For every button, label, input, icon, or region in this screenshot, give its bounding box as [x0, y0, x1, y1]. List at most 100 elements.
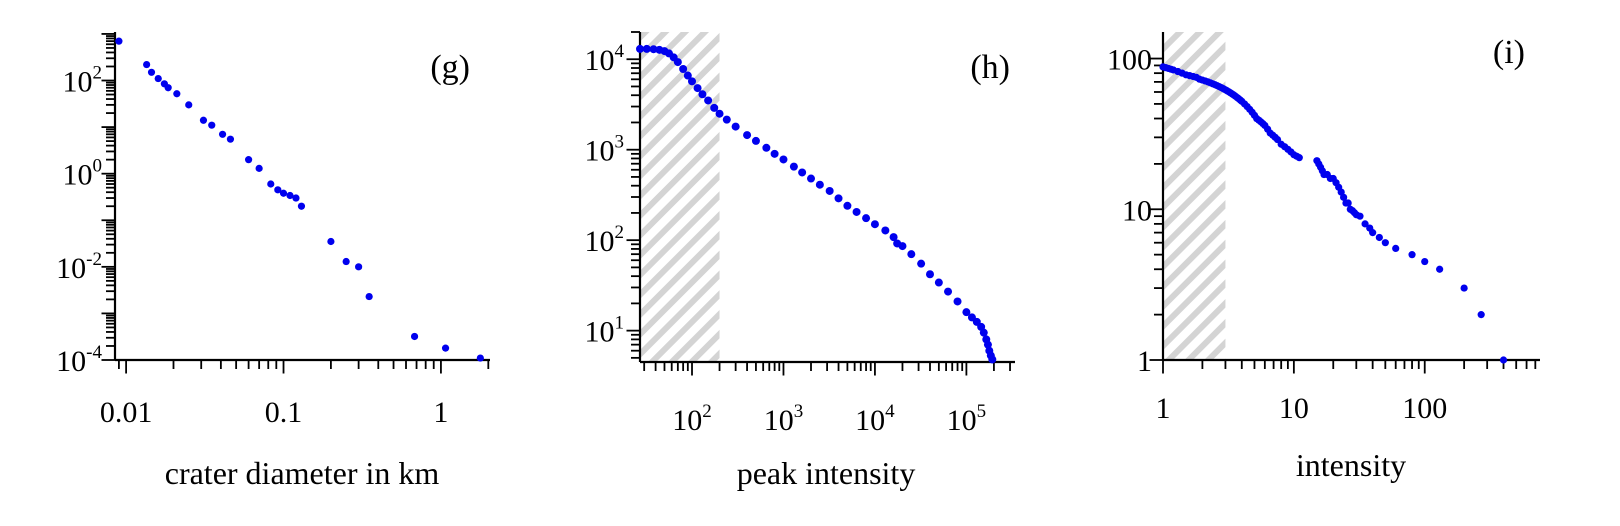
axes: 102 103 104 105 104 103 102 101	[585, 31, 1015, 437]
data-point	[843, 201, 852, 210]
y-tick-label: 10-2	[56, 249, 102, 285]
data-point	[683, 71, 692, 80]
y-tick-label: 100	[63, 156, 103, 192]
data-point	[715, 109, 724, 118]
data-point	[173, 90, 181, 98]
panel-label-i: (i)	[1493, 34, 1525, 71]
data-point	[327, 237, 335, 246]
data-point	[199, 116, 208, 124]
data-point	[688, 77, 697, 86]
data-point	[870, 220, 879, 229]
y-tick-label: 104	[585, 41, 625, 77]
data-point	[862, 214, 871, 223]
data-point	[147, 68, 156, 76]
panel-h: (h) peak intensity 102 103 104 105104103102…	[585, 31, 1015, 491]
data-point	[679, 64, 688, 73]
data-point	[789, 162, 798, 171]
data-point	[944, 287, 953, 296]
data-point	[649, 45, 658, 54]
y-tick-label: 103	[585, 132, 625, 168]
data-point	[1408, 251, 1416, 259]
data-point	[1344, 199, 1352, 207]
data-point	[286, 191, 294, 200]
x-tick-label: 1	[1156, 392, 1171, 425]
panel-label-h: (h)	[970, 49, 1010, 86]
data-point	[255, 164, 263, 172]
data-point	[962, 308, 971, 317]
data-point	[934, 278, 943, 287]
data-point	[834, 194, 843, 203]
data-point	[704, 96, 713, 105]
data-point	[164, 84, 172, 92]
data-point	[917, 259, 926, 268]
data-point	[244, 156, 253, 164]
data-point	[642, 44, 651, 53]
y-tick-label: 101	[585, 313, 625, 349]
data-point	[693, 84, 702, 93]
data-point	[751, 136, 760, 145]
data-point	[852, 207, 861, 216]
data-point	[1369, 229, 1377, 237]
data-point	[925, 270, 934, 279]
data-point	[722, 115, 731, 124]
data-point	[815, 180, 824, 189]
data-point	[226, 135, 235, 143]
x-tick-label: 105	[947, 401, 987, 437]
x-tick-label: 0.1	[265, 396, 303, 429]
data-point	[143, 60, 151, 69]
data-point	[355, 263, 363, 271]
x-axis-title-i: intensity	[1296, 447, 1406, 483]
panel-i: (i) intensity 1 10 100 100 10 1	[1107, 32, 1540, 483]
data-point	[342, 257, 350, 266]
data-point	[889, 233, 898, 242]
data-point	[798, 168, 807, 177]
data-point	[710, 103, 719, 112]
data-point	[1499, 356, 1508, 364]
data-point	[762, 143, 771, 152]
data-point	[743, 131, 752, 140]
data-point	[292, 194, 300, 202]
data-point	[154, 74, 162, 83]
data-points	[115, 37, 484, 362]
data-point	[267, 180, 275, 188]
data-point	[115, 37, 123, 45]
data-point	[1340, 193, 1348, 201]
x-tick-label: 104	[855, 401, 895, 437]
x-tick-label: 102	[672, 401, 712, 437]
data-point	[636, 44, 644, 53]
data-point	[698, 90, 707, 99]
panel-g: (g) crater diameter in km 0.01 0.1 1 102 100…	[56, 32, 490, 491]
x-axis-title-h: peak intensity	[737, 455, 916, 491]
data-point	[898, 242, 907, 251]
x-tick-label: 100	[1402, 392, 1447, 425]
data-point	[1421, 257, 1429, 266]
x-tick-label: 0.01	[100, 396, 153, 429]
data-point	[825, 186, 834, 195]
data-point	[770, 149, 779, 158]
data-point	[979, 328, 988, 337]
x-tick-label: 103	[764, 401, 804, 437]
y-tick-label: 10	[1122, 194, 1152, 227]
data-point	[807, 174, 816, 183]
axes: 0.01 0.1 1 102 100 10-2 10-4	[56, 32, 490, 429]
data-point	[1460, 284, 1468, 292]
data-point	[297, 202, 306, 210]
shaded-region	[1163, 32, 1226, 360]
data-point	[1375, 233, 1383, 242]
data-point	[779, 155, 788, 164]
data-point	[185, 101, 193, 109]
data-point	[953, 297, 962, 306]
data-point	[1392, 244, 1400, 253]
data-point	[476, 354, 484, 362]
data-point	[441, 344, 450, 352]
panel-label-g: (g)	[430, 49, 470, 86]
data-point	[410, 332, 419, 341]
x-tick-label: 1	[433, 396, 448, 429]
data-point	[365, 292, 373, 301]
data-point	[983, 340, 992, 349]
y-tick-label: 100	[1107, 44, 1152, 77]
y-tick-label: 10-4	[56, 342, 102, 378]
data-point	[1356, 212, 1364, 220]
x-tick-label: 10	[1279, 392, 1309, 425]
